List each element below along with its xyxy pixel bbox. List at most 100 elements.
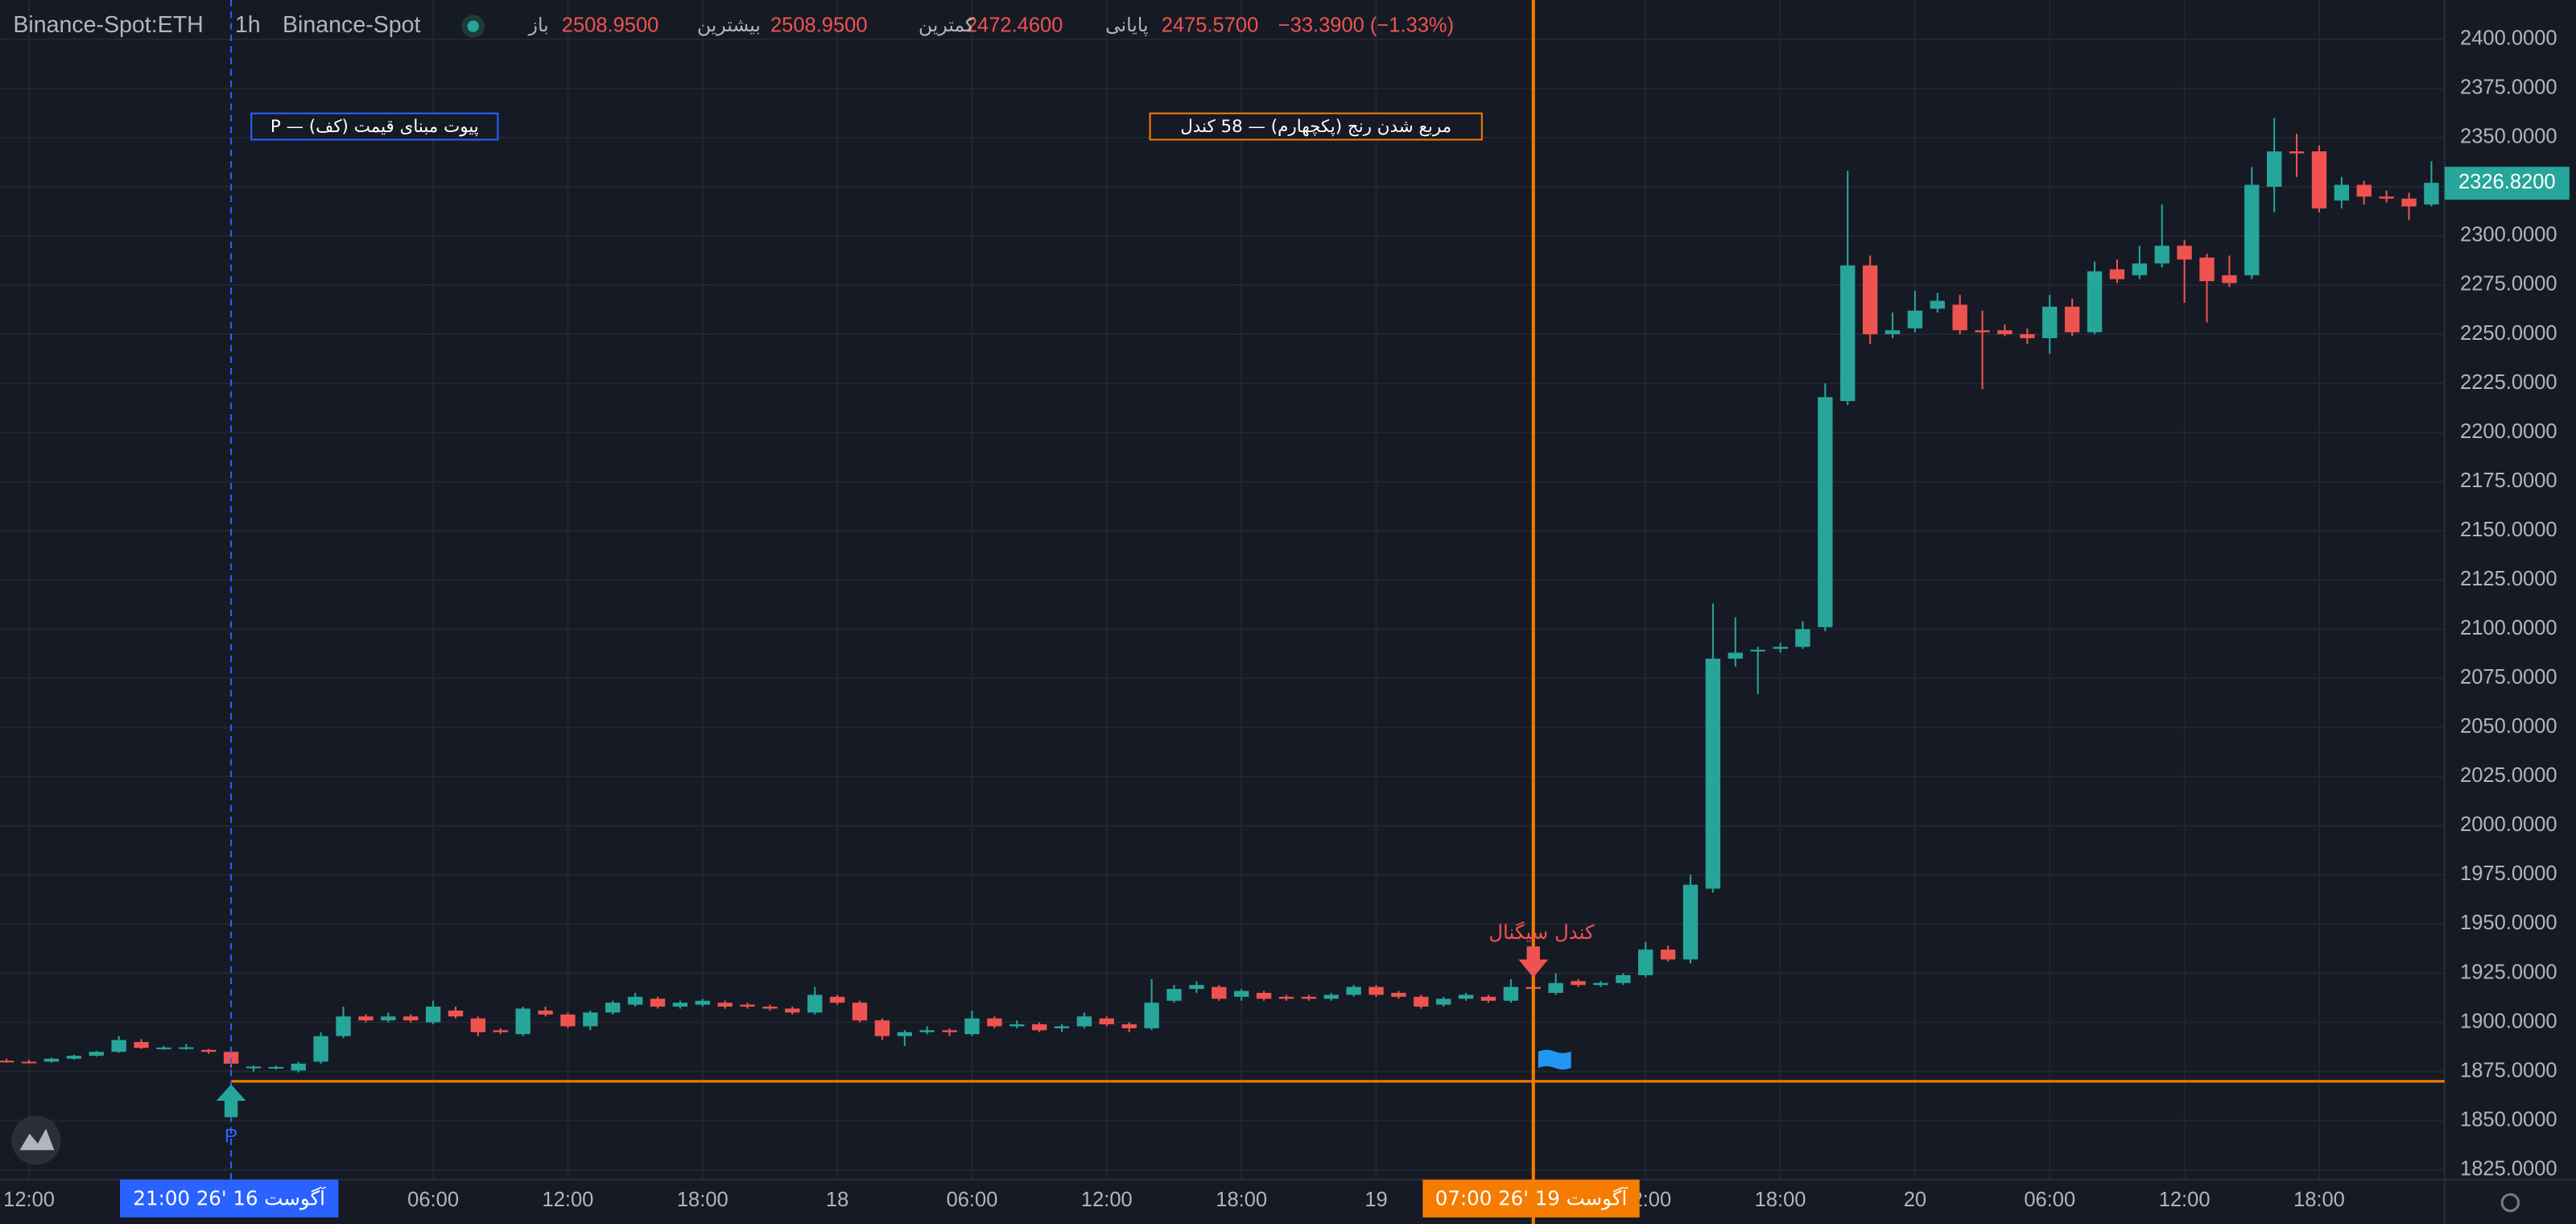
candle-body bbox=[1323, 994, 1339, 999]
candle-body bbox=[2199, 257, 2215, 282]
candle-body bbox=[134, 1042, 149, 1048]
candle-body bbox=[1997, 330, 2013, 335]
last-price-box bbox=[2444, 167, 2570, 200]
candle-body bbox=[336, 1016, 351, 1036]
candle-body bbox=[2311, 151, 2327, 209]
candle-body bbox=[1862, 265, 1878, 335]
interval[interactable]: 1h bbox=[235, 12, 261, 38]
candle-body bbox=[2424, 183, 2439, 205]
y-tick-label: 1850.0000 bbox=[2460, 1108, 2557, 1131]
range-label: مربع شدن رنج (پکچهارم) — 58 کندل bbox=[1180, 117, 1451, 137]
candle-body bbox=[1031, 1024, 1047, 1031]
candle-body bbox=[2266, 151, 2282, 187]
candle-body bbox=[179, 1047, 194, 1049]
candle-body bbox=[1728, 652, 1743, 659]
candle-body bbox=[268, 1067, 284, 1069]
y-tick-label: 1950.0000 bbox=[2460, 912, 2557, 934]
candle-body bbox=[156, 1047, 171, 1049]
candle-body bbox=[1009, 1024, 1025, 1027]
low-label: کمترین bbox=[919, 14, 975, 36]
candle-body bbox=[560, 1014, 576, 1027]
candle-body bbox=[1616, 974, 1631, 983]
candle-body bbox=[1907, 310, 1923, 329]
candle-body bbox=[1436, 999, 1451, 1005]
candle-body bbox=[1391, 992, 1406, 997]
candle-body bbox=[987, 1018, 1002, 1027]
flag bbox=[1538, 1049, 1571, 1070]
x-tick-label: 20 bbox=[1904, 1189, 1926, 1211]
candle-body bbox=[2132, 263, 2148, 275]
overlays: P — پیوت مبنای قیمت (کف) مربع شدن رنج (پک… bbox=[119, 0, 2570, 1224]
crosshair-box bbox=[1422, 1179, 1640, 1218]
candle-body bbox=[1593, 982, 1608, 986]
close-label: پایانی bbox=[1105, 14, 1148, 36]
candle-body bbox=[538, 1010, 553, 1015]
change: −33.3900 (−1.33%) bbox=[1278, 14, 1454, 36]
candle-body bbox=[605, 1003, 621, 1013]
candle-body bbox=[1278, 996, 1294, 999]
candle-body bbox=[515, 1008, 530, 1035]
y-tick-label: 2350.0000 bbox=[2460, 126, 2557, 148]
settings-icon[interactable] bbox=[2500, 1193, 2520, 1213]
y-tick-label: 2100.0000 bbox=[2460, 617, 2557, 639]
status-dot bbox=[467, 20, 479, 32]
candle-body bbox=[89, 1052, 104, 1057]
low: 2472.4600 bbox=[966, 14, 1063, 36]
candle-body bbox=[493, 1030, 508, 1032]
y-tick-label: 2250.0000 bbox=[2460, 322, 2557, 345]
candle-body bbox=[2222, 275, 2237, 283]
candle-body bbox=[1368, 986, 1384, 995]
pivot-marker: P bbox=[225, 1125, 237, 1147]
y-tick-label: 2025.0000 bbox=[2460, 764, 2557, 787]
candle-body bbox=[1885, 330, 1901, 335]
exchange: Binance-Spot bbox=[283, 12, 420, 38]
candle-body bbox=[2401, 198, 2417, 207]
x-tick-label: 06:00 bbox=[407, 1189, 459, 1211]
crosshair-label: 07:00 26' آگوست 19 bbox=[1435, 1186, 1629, 1210]
crosshair-label: 21:00 26' آگوست 16 bbox=[133, 1186, 326, 1210]
candle-body bbox=[2289, 151, 2305, 154]
candle-body bbox=[1346, 986, 1361, 995]
candle-body bbox=[897, 1032, 912, 1036]
candle-body bbox=[964, 1018, 980, 1035]
candle-body bbox=[1818, 397, 1833, 627]
grid bbox=[0, 0, 2445, 1180]
y-tick-label: 1875.0000 bbox=[2460, 1059, 2557, 1081]
candle-body bbox=[1054, 1026, 1070, 1028]
candle-body bbox=[785, 1008, 800, 1013]
signal-label: کندل سیگنال bbox=[1488, 920, 1595, 944]
candle-body bbox=[1301, 996, 1317, 999]
candle-body bbox=[111, 1040, 126, 1052]
candle-body bbox=[21, 1061, 37, 1064]
candle-body bbox=[583, 1012, 598, 1027]
candle-body bbox=[1571, 981, 1586, 986]
candle-body bbox=[2177, 246, 2192, 260]
symbol[interactable]: Binance-Spot:ETH bbox=[13, 12, 203, 38]
candle-body bbox=[1414, 996, 1429, 1007]
candle-body bbox=[1840, 265, 1856, 402]
x-tick-label: 06:00 bbox=[947, 1189, 998, 1211]
candle-body bbox=[1638, 949, 1653, 975]
y-tick-label: 2200.0000 bbox=[2460, 420, 2557, 443]
candle-body bbox=[1458, 994, 1474, 999]
signal-arrow bbox=[1518, 946, 1549, 978]
candle-body bbox=[381, 1016, 396, 1021]
y-tick-label: 2150.0000 bbox=[2460, 519, 2557, 541]
candle-body bbox=[1930, 300, 1945, 309]
x-tick-label: 12:00 bbox=[2159, 1189, 2211, 1211]
candle-body bbox=[470, 1018, 486, 1032]
logo[interactable] bbox=[11, 1115, 61, 1165]
y-tick-label: 2050.0000 bbox=[2460, 715, 2557, 738]
candle-body bbox=[223, 1052, 239, 1064]
candle-body bbox=[2334, 184, 2350, 201]
candle-body bbox=[246, 1066, 262, 1069]
candle-body bbox=[672, 1003, 688, 1007]
candle-body bbox=[2154, 246, 2169, 264]
y-tick-label: 2225.0000 bbox=[2460, 371, 2557, 394]
candle-body bbox=[1166, 989, 1182, 1001]
y-tick-label: 2175.0000 bbox=[2460, 469, 2557, 492]
candle-body bbox=[1233, 990, 1249, 997]
candle-body bbox=[695, 1000, 710, 1005]
candle-body bbox=[1121, 1024, 1137, 1028]
